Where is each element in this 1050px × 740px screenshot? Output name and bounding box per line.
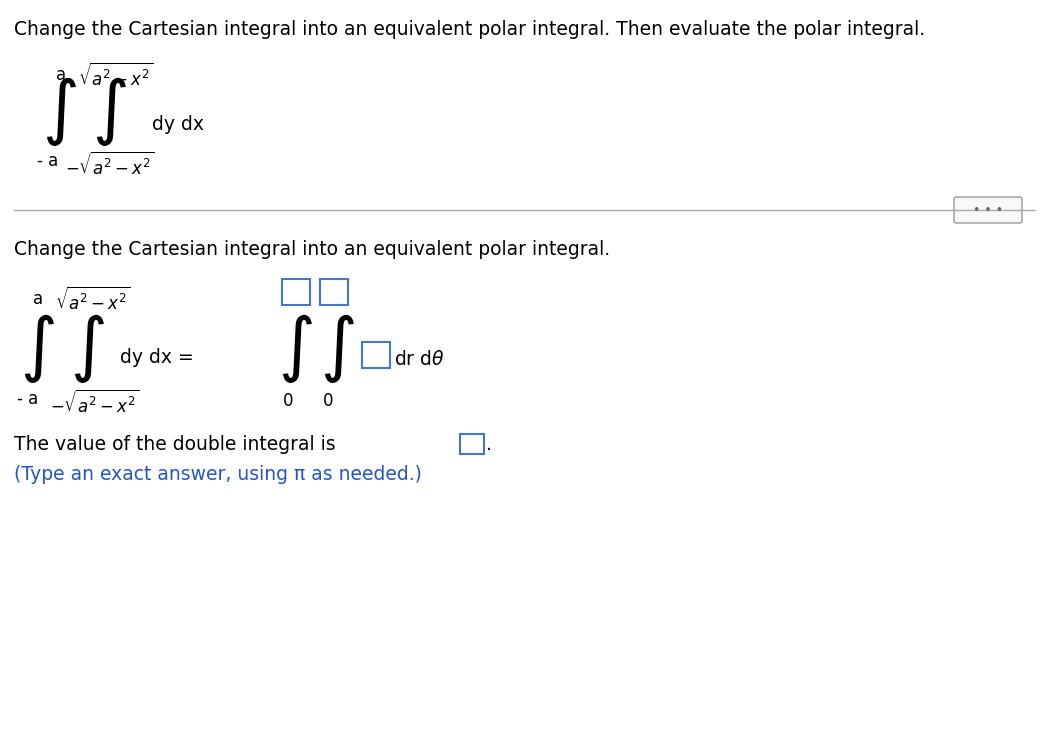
Text: 0: 0 [323,392,334,410]
Bar [362,342,390,368]
Text: • • •: • • • [973,204,1003,217]
Text: $\int$: $\int$ [70,312,105,385]
Text: Change the Cartesian integral into an equivalent polar integral.: Change the Cartesian integral into an eq… [14,240,610,259]
Text: 0: 0 [284,392,294,410]
Text: $\int$: $\int$ [42,75,77,148]
Text: dy dx: dy dx [152,115,204,134]
Bar [320,279,348,305]
Text: - a: - a [37,152,58,170]
Bar [282,279,310,305]
Text: .: . [486,435,491,454]
Text: The value of the double integral is: The value of the double integral is [14,435,336,454]
Text: $\sqrt{a^2-x^2}$: $\sqrt{a^2-x^2}$ [78,63,153,90]
Text: - a: - a [17,390,38,408]
Text: dy dx =: dy dx = [120,348,194,367]
Bar [460,434,484,454]
FancyBboxPatch shape [954,197,1022,223]
Text: $-\sqrt{a^2-x^2}$: $-\sqrt{a^2-x^2}$ [65,152,154,179]
Text: $\int$: $\int$ [278,312,313,385]
Text: (Type an exact answer, using π as needed.): (Type an exact answer, using π as needed… [14,465,422,484]
Text: dr d$\theta$: dr d$\theta$ [394,350,444,369]
Text: $\int$: $\int$ [92,75,127,148]
Text: a: a [56,66,66,84]
Text: $\int$: $\int$ [20,312,55,385]
Text: Change the Cartesian integral into an equivalent polar integral. Then evaluate t: Change the Cartesian integral into an eq… [14,20,925,39]
Text: $-\sqrt{a^2-x^2}$: $-\sqrt{a^2-x^2}$ [50,390,140,417]
Text: $\sqrt{a^2-x^2}$: $\sqrt{a^2-x^2}$ [55,287,130,314]
Text: $\int$: $\int$ [320,312,355,385]
Text: a: a [33,290,43,308]
